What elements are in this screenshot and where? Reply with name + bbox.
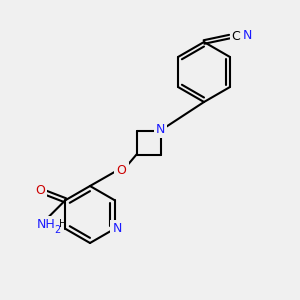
Text: O: O [117,164,126,178]
Text: C: C [232,30,241,43]
Text: H: H [59,219,67,229]
Text: N: N [156,123,165,136]
Text: 2: 2 [55,225,61,235]
Text: NH: NH [36,218,55,231]
Text: N: N [243,28,252,42]
Text: N: N [112,222,122,235]
Text: O: O [35,184,45,197]
